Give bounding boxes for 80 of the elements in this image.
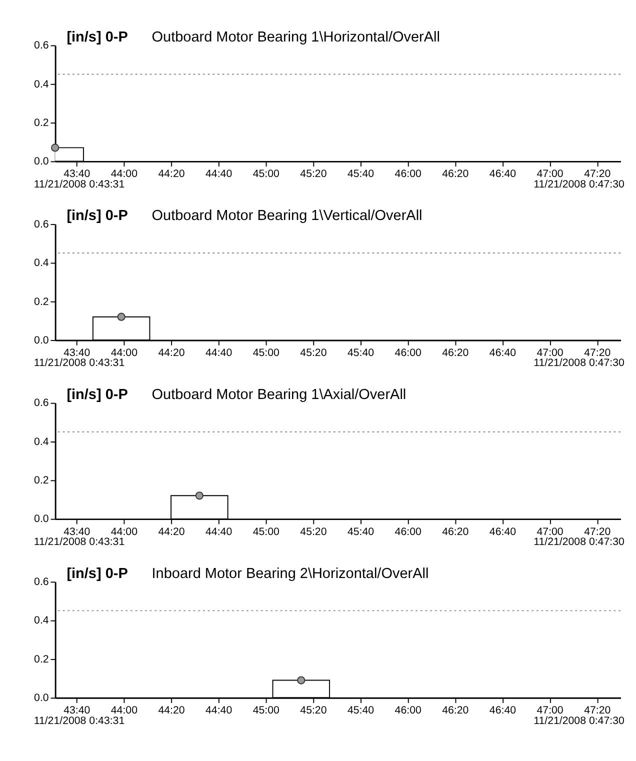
- chart-title: Inboard Motor Bearing 2\Horizontal/OverAll: [152, 566, 429, 582]
- chart-title: Outboard Motor Bearing 1\Vertical/OverAll: [152, 208, 422, 224]
- text: 11/21/2008 0:47:30: [534, 357, 624, 370]
- x-tick-label: 47:00: [536, 704, 564, 717]
- text: 11/21/2008 0:43:31: [34, 357, 125, 370]
- x-tick-label: 46:00: [394, 526, 422, 538]
- y-tick-label: 0.4: [34, 436, 49, 448]
- text: 11/21/2008 0:47:30: [534, 178, 624, 190]
- x-tick-label: 45:00: [252, 168, 280, 180]
- y-tick-label: 0.2: [34, 296, 49, 308]
- x-tick-label: 47:00: [536, 346, 564, 359]
- x-tick-label: 46:40: [489, 346, 516, 359]
- text: 11/21/2008 0:47:30: [534, 536, 624, 548]
- x-tick-label: 45:40: [347, 704, 374, 717]
- x-tick-label: 45:00: [252, 346, 280, 359]
- x-tick-label: 44:00: [110, 526, 138, 538]
- x-tick-label: 45:00: [252, 704, 280, 717]
- text: 11/21/2008 0:43:31: [34, 178, 125, 190]
- x-tick-label: 43:40: [64, 346, 90, 359]
- text: 11/21/2008 0:47:30: [534, 714, 624, 727]
- x-tick-label: 44:40: [206, 168, 232, 180]
- x-tick-label: 47:20: [584, 346, 611, 359]
- x-tick-label: 43:40: [64, 704, 90, 717]
- y-tick-label: 0.0: [34, 513, 49, 526]
- x-tick-label: 45:00: [252, 526, 280, 538]
- y-tick-label: 0.6: [34, 397, 49, 410]
- x-tick-label: 46:00: [394, 168, 422, 180]
- x-tick-label: 44:20: [158, 526, 185, 538]
- x-tick-label: 44:20: [158, 168, 185, 180]
- x-tick-label: 46:20: [442, 168, 469, 180]
- y-tick-label: 0.6: [34, 218, 49, 230]
- x-tick-label: 44:20: [158, 346, 185, 359]
- x-tick-label: 46:20: [442, 346, 469, 359]
- text: 11/21/2008 0:43:31: [34, 536, 125, 548]
- y-tick-label: 0.2: [34, 653, 49, 666]
- y-axis-title: [in/s] 0-P: [66, 208, 128, 224]
- y-tick-label: 0.4: [34, 614, 49, 627]
- y-axis-title: [in/s] 0-P: [66, 566, 128, 582]
- x-tick-label: 47:20: [584, 704, 611, 717]
- x-tick-label: 45:40: [347, 346, 374, 359]
- y-tick-label: 0.2: [34, 474, 49, 487]
- x-tick-label: 44:00: [110, 704, 138, 717]
- x-tick-label: 44:20: [158, 704, 185, 717]
- y-tick-label: 0.0: [34, 156, 49, 168]
- text: 11/21/2008 0:43:31: [34, 714, 125, 727]
- y-tick-label: 0.4: [34, 78, 49, 90]
- y-tick-label: 0.6: [34, 576, 49, 588]
- x-tick-label: 45:20: [300, 168, 327, 180]
- x-tick-label: 45:20: [300, 704, 327, 717]
- y-tick-label: 0.4: [34, 257, 49, 270]
- x-tick-label: 46:20: [442, 526, 469, 538]
- x-tick-label: 47:00: [536, 168, 564, 180]
- x-tick-label: 47:20: [584, 168, 611, 180]
- x-tick-label: 45:20: [300, 526, 327, 538]
- x-tick-label: 46:40: [489, 168, 516, 180]
- x-tick-label: 44:40: [206, 526, 232, 538]
- y-tick-label: 0.6: [34, 40, 49, 52]
- x-tick-label: 44:00: [110, 346, 138, 359]
- y-axis-title: [in/s] 0-P: [66, 386, 128, 403]
- chart-title: Outboard Motor Bearing 1\Horizontal/OverAll: [152, 29, 440, 46]
- x-tick-label: 46:00: [394, 704, 422, 717]
- chart-title: Outboard Motor Bearing 1\Axial/OverAll: [152, 386, 406, 403]
- x-tick-label: 46:00: [394, 346, 422, 359]
- y-tick-label: 0.0: [34, 692, 49, 704]
- y-tick-label: 0.2: [34, 116, 49, 129]
- x-tick-label: 43:40: [64, 526, 90, 538]
- x-tick-label: 46:40: [489, 704, 516, 717]
- y-tick-label: 0.0: [34, 334, 49, 346]
- y-axis-title: [in/s] 0-P: [66, 29, 128, 46]
- x-tick-label: 46:40: [489, 526, 516, 538]
- x-tick-label: 44:00: [110, 168, 138, 180]
- x-tick-label: 43:40: [64, 168, 90, 180]
- x-tick-label: 44:40: [206, 346, 232, 359]
- x-tick-label: 47:20: [584, 526, 611, 538]
- x-tick-label: 44:40: [206, 704, 232, 717]
- x-tick-label: 47:00: [536, 526, 564, 538]
- x-tick-label: 46:20: [442, 704, 469, 717]
- x-tick-label: 45:20: [300, 346, 327, 359]
- x-tick-label: 45:40: [347, 526, 374, 538]
- x-tick-label: 45:40: [347, 168, 374, 180]
